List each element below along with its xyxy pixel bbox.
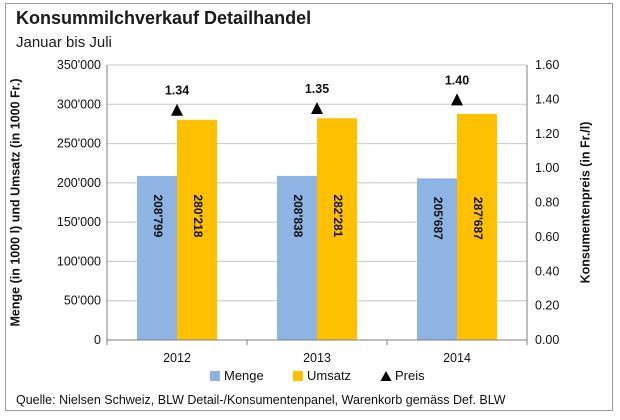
y-right-tick-label: 1.40 [535, 92, 559, 106]
y-left-tick-label: 100'000 [57, 254, 101, 268]
price-marker [171, 103, 183, 116]
legend-label: Umsatz [307, 368, 351, 383]
y-right-axis-title: Konsumentenpreis (in Fr./l) [578, 122, 592, 284]
chart-title: Konsummilchverkauf Detailhandel [16, 8, 311, 28]
x-tick-label: 2012 [163, 351, 191, 365]
bar-umsatz [177, 119, 217, 341]
data-label-umsatz: 280'218 [191, 194, 205, 237]
price-markers: 1.34 1.35 1.40 [165, 73, 469, 116]
bar-umsatz [457, 113, 497, 341]
bar-menge [417, 178, 457, 340]
bars: 208'799 280'218 208'838 282'281 205'687 287'6… [137, 113, 497, 341]
tick-labels: 0 50'000 100'000 150'000 200'000 250'000 300'0… [57, 58, 559, 365]
legend-label: Menge [224, 368, 264, 383]
y-right-tick-label: 0.80 [535, 196, 559, 210]
y-left-tick-label: 0 [94, 333, 101, 347]
legend: Menge Umsatz Preis [210, 368, 425, 383]
price-label: 1.40 [445, 73, 469, 87]
legend-swatch [210, 371, 220, 381]
y-left-tick-label: 50'000 [64, 294, 101, 308]
y-right-tick-label: 1.00 [535, 161, 559, 175]
data-label-umsatz: 287'687 [471, 197, 485, 240]
y-left-tick-label: 200'000 [57, 176, 101, 190]
x-tick-label: 2013 [303, 351, 331, 365]
y-right-tick-label: 0.20 [535, 299, 559, 313]
bar-menge [277, 175, 317, 340]
y-left-tick-label: 150'000 [57, 215, 101, 229]
y-left-tick-label: 350'000 [57, 58, 101, 72]
y-right-tick-label: 1.60 [535, 58, 559, 72]
bar-menge [137, 175, 177, 340]
y-right-tick-label: 1.20 [535, 127, 559, 141]
price-label: 1.34 [165, 84, 189, 98]
legend-swatch [293, 371, 303, 381]
y-left-axis-title: Menge (in 1000 l) und Umsatz (in 1000 Fr… [8, 79, 22, 327]
y-right-tick-label: 0.60 [535, 230, 559, 244]
y-right-tick-label: 0.40 [535, 264, 559, 278]
legend-swatch [380, 371, 392, 381]
price-marker [311, 101, 323, 114]
x-tick-label: 2014 [443, 351, 471, 365]
axes: Menge (in 1000 l) und Umsatz (in 1000 Fr… [8, 65, 592, 345]
data-label-menge: 208'838 [291, 194, 305, 237]
data-label-menge: 205'687 [431, 197, 445, 240]
bar-umsatz [317, 118, 357, 340]
data-label-umsatz: 282'281 [331, 194, 345, 237]
y-right-tick-label: 0.00 [535, 333, 559, 347]
y-left-tick-label: 250'000 [57, 137, 101, 151]
price-label: 1.35 [305, 82, 329, 96]
chart-subtitle: Januar bis Juli [16, 34, 112, 51]
y-left-tick-label: 300'000 [57, 97, 101, 111]
price-marker [451, 93, 463, 106]
legend-label: Preis [395, 368, 425, 383]
source-note: Quelle: Nielsen Schweiz, BLW Detail-/Kon… [16, 393, 506, 407]
data-label-menge: 208'799 [151, 194, 165, 237]
